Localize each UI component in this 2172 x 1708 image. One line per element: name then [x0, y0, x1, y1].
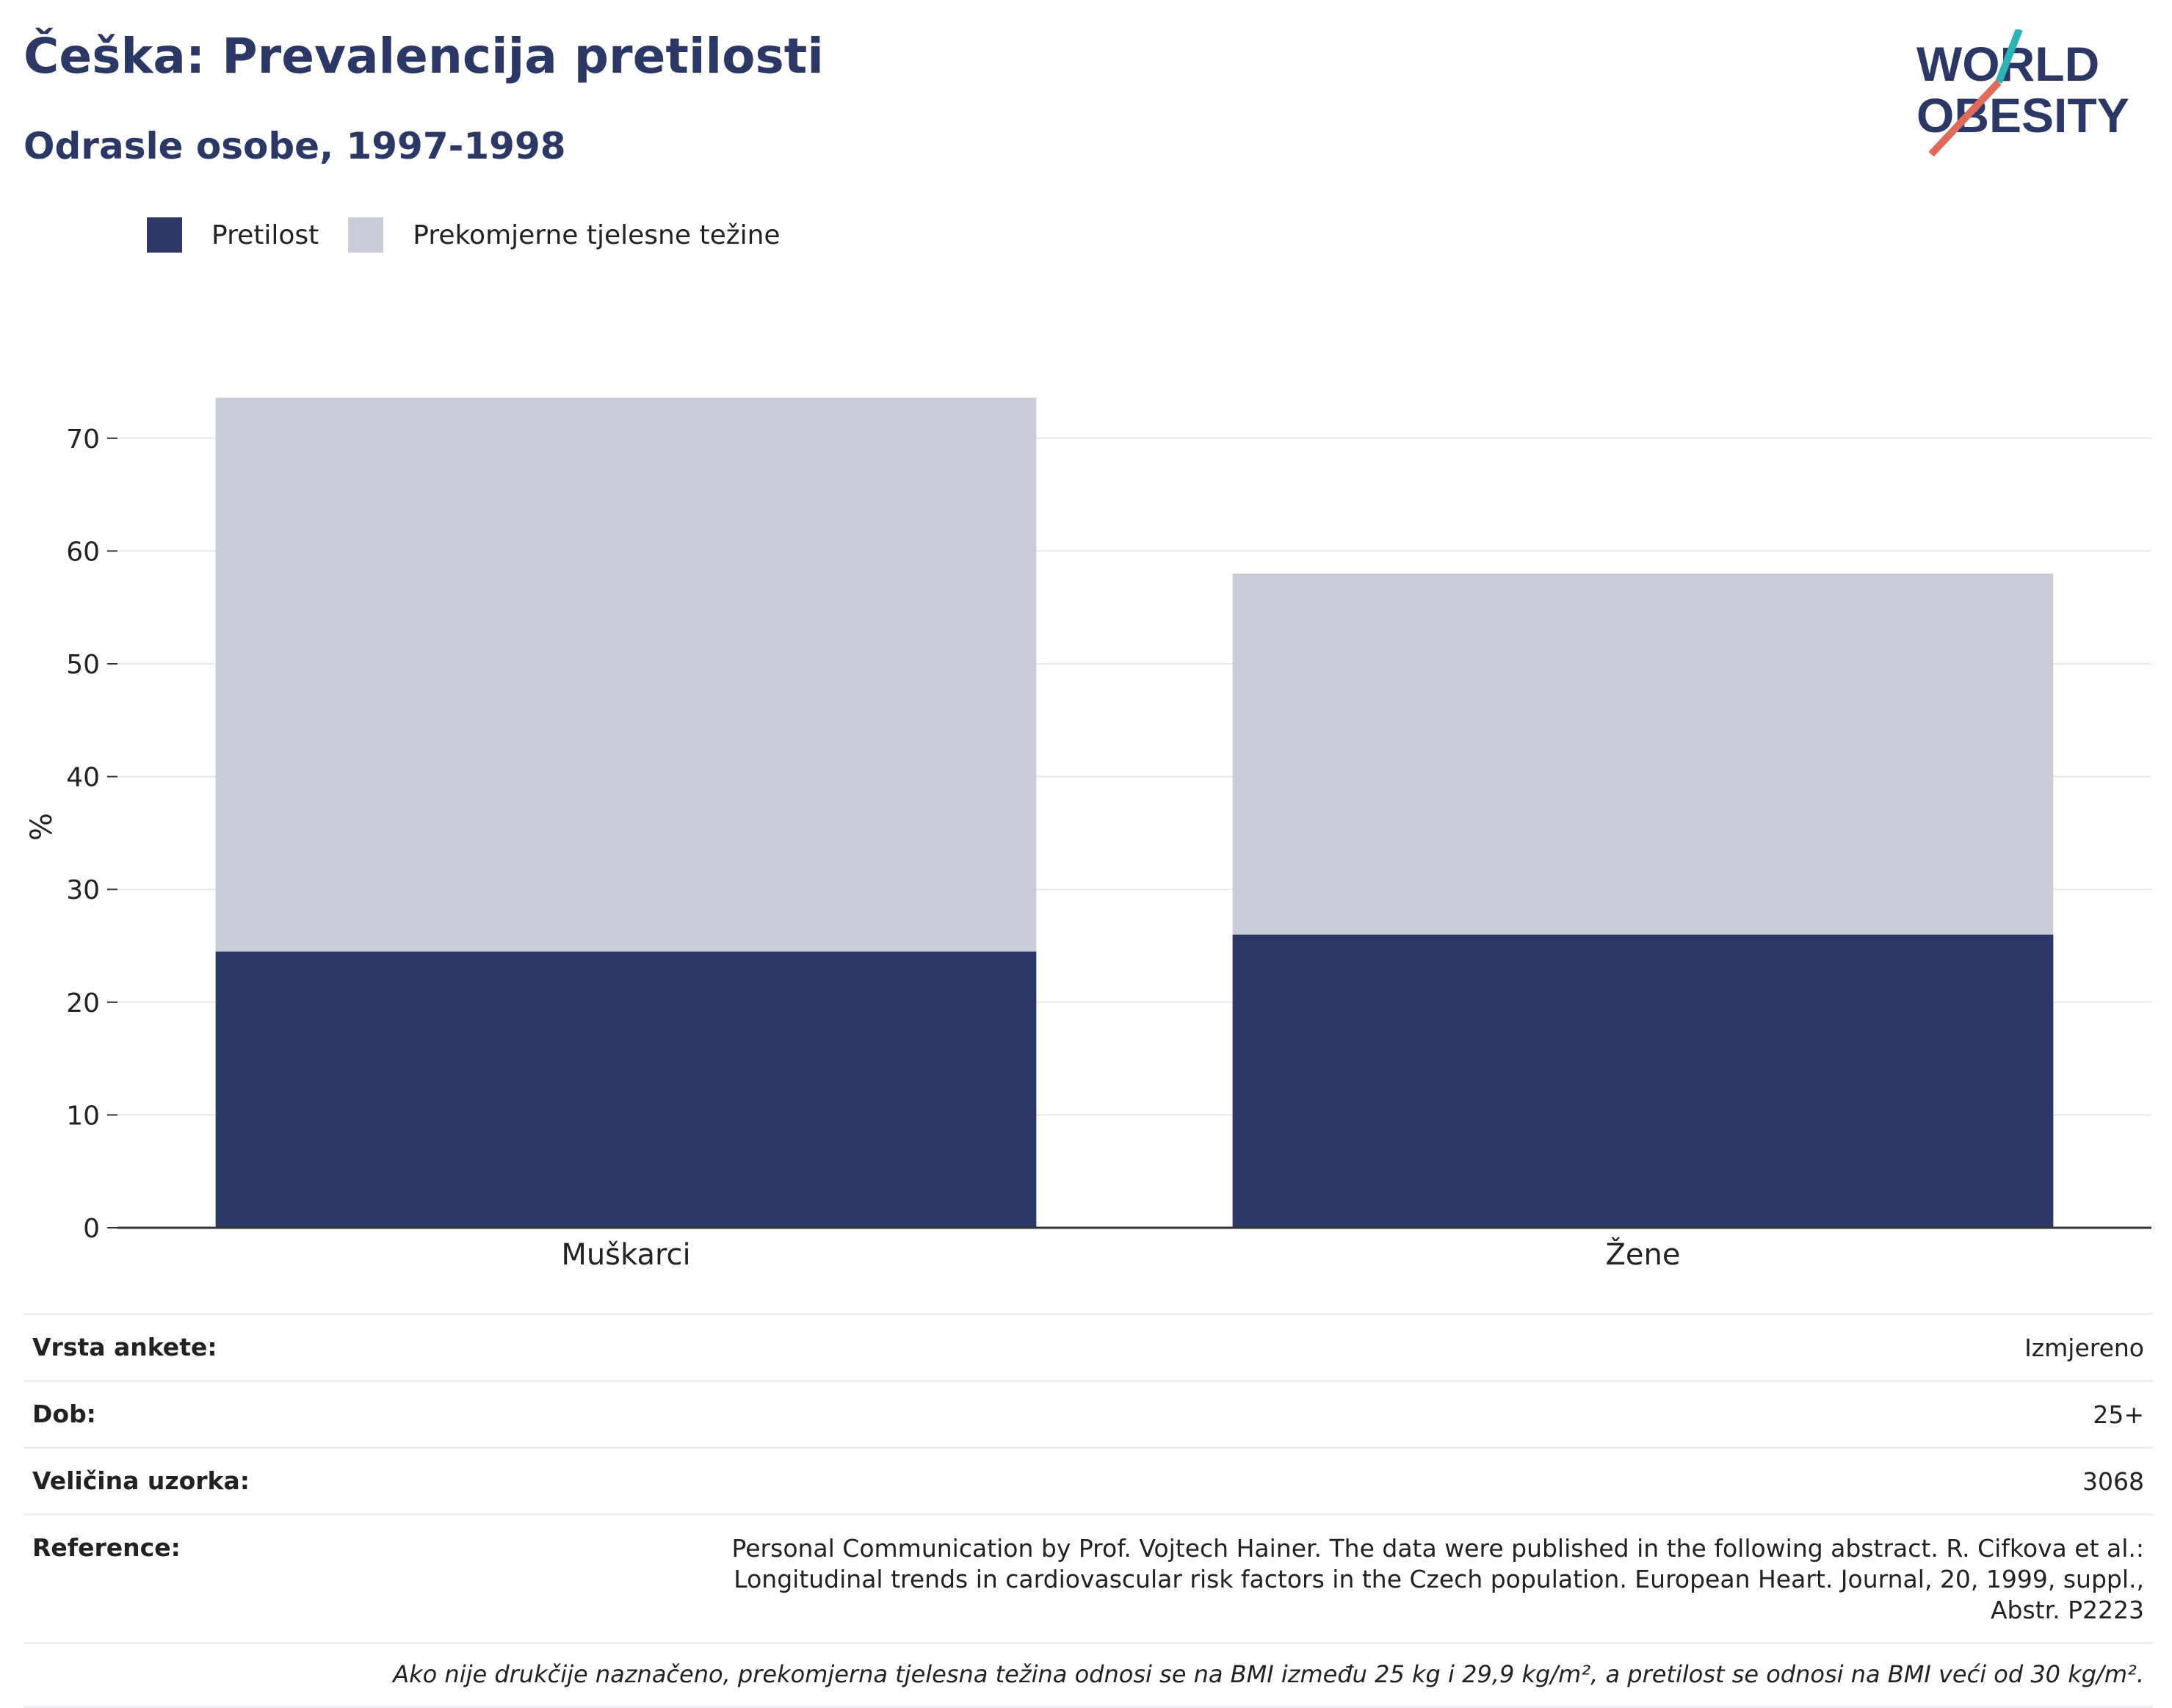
legend-label-obesity: Pretilost [211, 220, 319, 250]
info-value: 25+ [2093, 1400, 2144, 1429]
info-label: Reference: [32, 1533, 181, 1562]
info-row-sample-size: Veličina uzorka: 3068 [23, 1447, 2153, 1513]
bar-obesity-1 [1232, 934, 2054, 1228]
legend-item-obesity[interactable]: Pretilost [147, 217, 319, 253]
world-obesity-logo: WORLD OBESITY [1916, 29, 2129, 157]
legend-label-overweight: Prekomjerne tjelesne težine [413, 220, 781, 250]
y-tick-label: 10 [66, 1101, 100, 1131]
y-tick-label: 30 [66, 875, 100, 905]
y-tick-label: 50 [66, 650, 100, 680]
legend-swatch-obesity [147, 217, 182, 253]
y-tick-label: 60 [66, 537, 100, 567]
bar-overweight-0 [215, 397, 1037, 952]
chart-legend: Pretilost Prekomjerne tjelesne težine [147, 217, 810, 253]
info-label: Veličina uzorka: [32, 1466, 250, 1495]
survey-info-table: Vrsta ankete: Izmjereno Dob: 25+ Veličin… [23, 1313, 2153, 1708]
info-value: Izmjereno [2024, 1334, 2144, 1362]
bar-overweight-1 [1232, 573, 2054, 935]
bmi-definition-note: Ako nije drukčije naznačeno, prekomjerna… [23, 1642, 2153, 1708]
logo-slash-coral [1928, 79, 2002, 157]
info-row-age: Dob: 25+ [23, 1380, 2153, 1447]
info-row-survey-type: Vrsta ankete: Izmjereno [23, 1313, 2153, 1380]
info-row-reference: Reference: Personal Communication by Pro… [23, 1513, 2153, 1642]
info-label: Vrsta ankete: [32, 1333, 217, 1361]
y-tick-label: 70 [66, 424, 100, 455]
y-tick-label: 40 [66, 763, 100, 793]
stacked-bar-chart: 0 10 20 30 40 50 60 70% Muškarci Žene [25, 397, 2151, 1272]
legend-swatch-overweight [348, 217, 384, 253]
bar-obesity-0 [215, 951, 1037, 1228]
x-tick-label: Muškarci [561, 1238, 690, 1272]
info-value: 3068 [2082, 1467, 2144, 1496]
page-subtitle: Odrasle osobe, 1997-1998 [23, 125, 566, 167]
legend-item-overweight[interactable]: Prekomjerne tjelesne težine [348, 217, 781, 253]
y-tick-label: 20 [66, 988, 100, 1018]
y-axis-label: % [25, 813, 59, 841]
page-title: Češka: Prevalencija pretilosti [23, 28, 824, 84]
info-label: Dob: [32, 1400, 96, 1428]
y-tick-label: 0 [83, 1214, 100, 1244]
logo-slash-teal [1995, 29, 2023, 84]
info-value: Personal Communication by Prof. Vojtech … [731, 1534, 2144, 1624]
x-tick-label: Žene [1606, 1237, 1681, 1272]
